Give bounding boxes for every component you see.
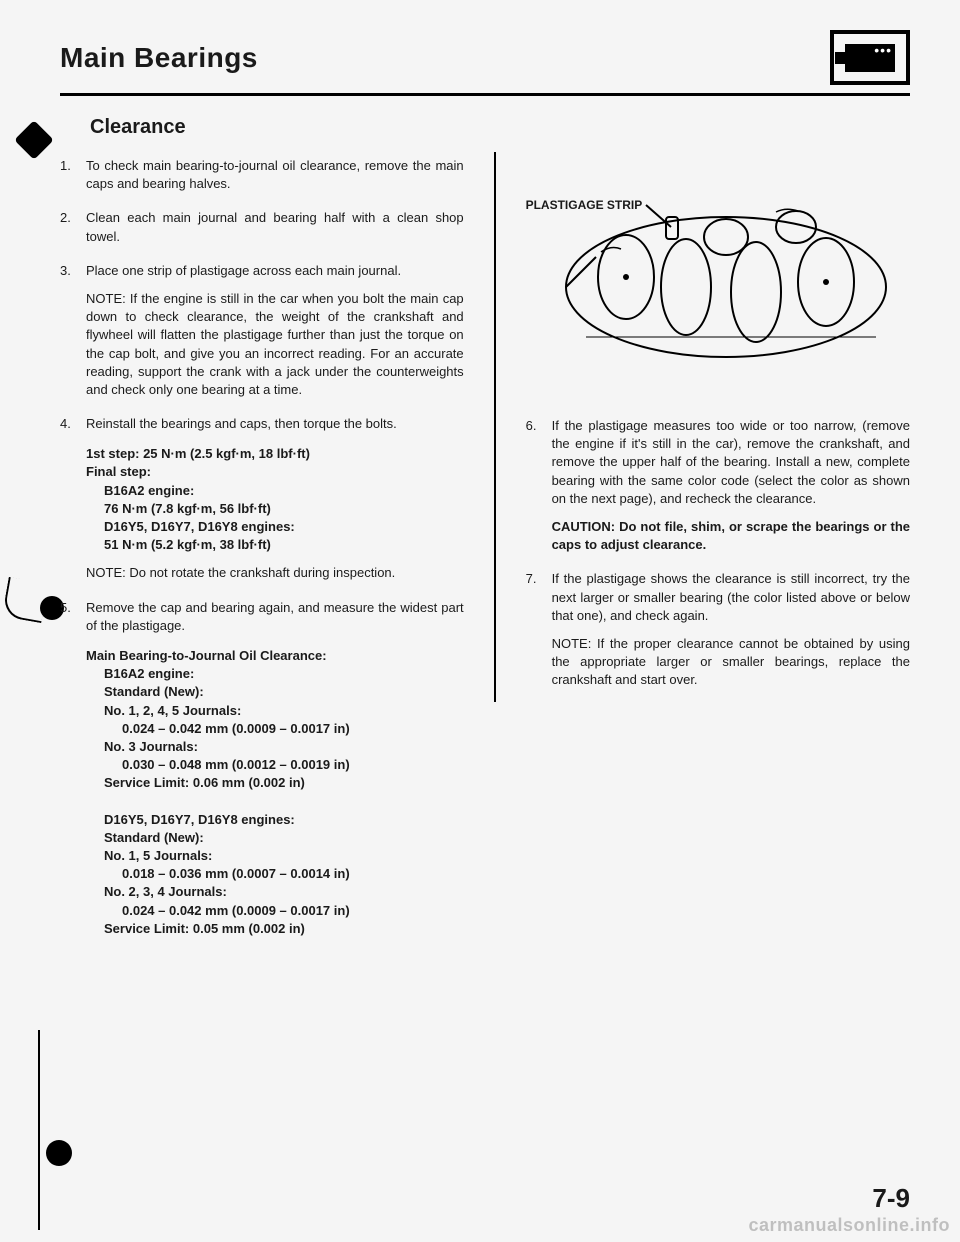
step-4: Reinstall the bearings and caps, then to…: [60, 415, 464, 583]
clearance-eng2: D16Y5, D16Y7, D16Y8 engines:: [86, 811, 464, 829]
section-title: Clearance: [90, 116, 910, 139]
torque-eng1: B16A2 engine:: [86, 482, 464, 500]
torque-eng2: D16Y5, D16Y7, D16Y8 engines:: [86, 518, 464, 536]
diagram-label: PLASTIGAGE STRIP: [526, 197, 643, 214]
step-7: If the plastigage shows the clearance is…: [526, 570, 910, 689]
clearance-j3v: 0.030 – 0.048 mm (0.0012 – 0.0019 in): [86, 756, 464, 774]
clearance-std2: Standard (New):: [86, 829, 464, 847]
clearance-j15: No. 1, 5 Journals:: [86, 847, 464, 865]
page-number: 7-9: [872, 1183, 910, 1214]
torque-first: 1st step: 25 N·m (2.5 kgf·m, 18 lbf·ft): [86, 445, 464, 463]
note-3: NOTE: If the proper clearance cannot be …: [552, 635, 910, 690]
section-icon: [830, 30, 910, 85]
note-2: NOTE: Do not rotate the crankshaft durin…: [86, 564, 464, 582]
step-3-text: Place one strip of plastigage across eac…: [86, 263, 401, 278]
marker-icon: [14, 120, 54, 160]
torque-eng2-val: 51 N·m (5.2 kgf·m, 38 lbf·ft): [86, 536, 464, 554]
binding-edge: [38, 1030, 40, 1230]
step-3: Place one strip of plastigage across eac…: [60, 262, 464, 399]
clearance-j3: No. 3 Journals:: [86, 738, 464, 756]
step-4-text: Reinstall the bearings and caps, then to…: [86, 416, 397, 431]
watermark: carmanualsonline.info: [748, 1215, 950, 1236]
step-1: To check main bearing-to-journal oil cle…: [60, 157, 464, 193]
plastigage-diagram: PLASTIGAGE STRIP: [526, 157, 906, 397]
clearance-sl1: Service Limit: 0.06 mm (0.002 in): [86, 774, 464, 792]
step-5: Remove the cap and bearing again, and me…: [60, 599, 464, 938]
binding-edge: [2, 577, 48, 623]
column-divider: [494, 152, 496, 702]
step-7-text: If the plastigage shows the clearance is…: [552, 571, 910, 622]
right-column: PLASTIGAGE STRIP: [526, 157, 910, 954]
clearance-j15v: 0.018 – 0.036 mm (0.0007 – 0.0014 in): [86, 865, 464, 883]
clearance-j1: No. 1, 2, 4, 5 Journals:: [86, 702, 464, 720]
crankshaft-svg: [526, 157, 906, 397]
clearance-j234: No. 2, 3, 4 Journals:: [86, 883, 464, 901]
torque-eng1-val: 76 N·m (7.8 kgf·m, 56 lbf·ft): [86, 500, 464, 518]
left-column: To check main bearing-to-journal oil cle…: [60, 157, 464, 954]
caution: CAUTION: Do not file, shim, or scrape th…: [552, 518, 910, 554]
step-2: Clean each main journal and bearing half…: [60, 209, 464, 245]
clearance-title: Main Bearing-to-Journal Oil Clearance:: [86, 647, 464, 665]
clearance-sl2: Service Limit: 0.05 mm (0.002 in): [86, 920, 464, 938]
step-6-text: If the plastigage measures too wide or t…: [552, 418, 910, 506]
clearance-j234v: 0.024 – 0.042 mm (0.0009 – 0.0017 in): [86, 902, 464, 920]
torque-final-title: Final step:: [86, 463, 464, 481]
step-6: If the plastigage measures too wide or t…: [526, 417, 910, 554]
page-title: Main Bearings: [60, 42, 258, 74]
clearance-eng1: B16A2 engine:: [86, 665, 464, 683]
clearance-j1v: 0.024 – 0.042 mm (0.0009 – 0.0017 in): [86, 720, 464, 738]
note-1: NOTE: If the engine is still in the car …: [86, 290, 464, 399]
marker-icon: [46, 1140, 72, 1166]
step-5-text: Remove the cap and bearing again, and me…: [86, 600, 464, 633]
clearance-std1: Standard (New):: [86, 683, 464, 701]
header-divider: [60, 93, 910, 96]
